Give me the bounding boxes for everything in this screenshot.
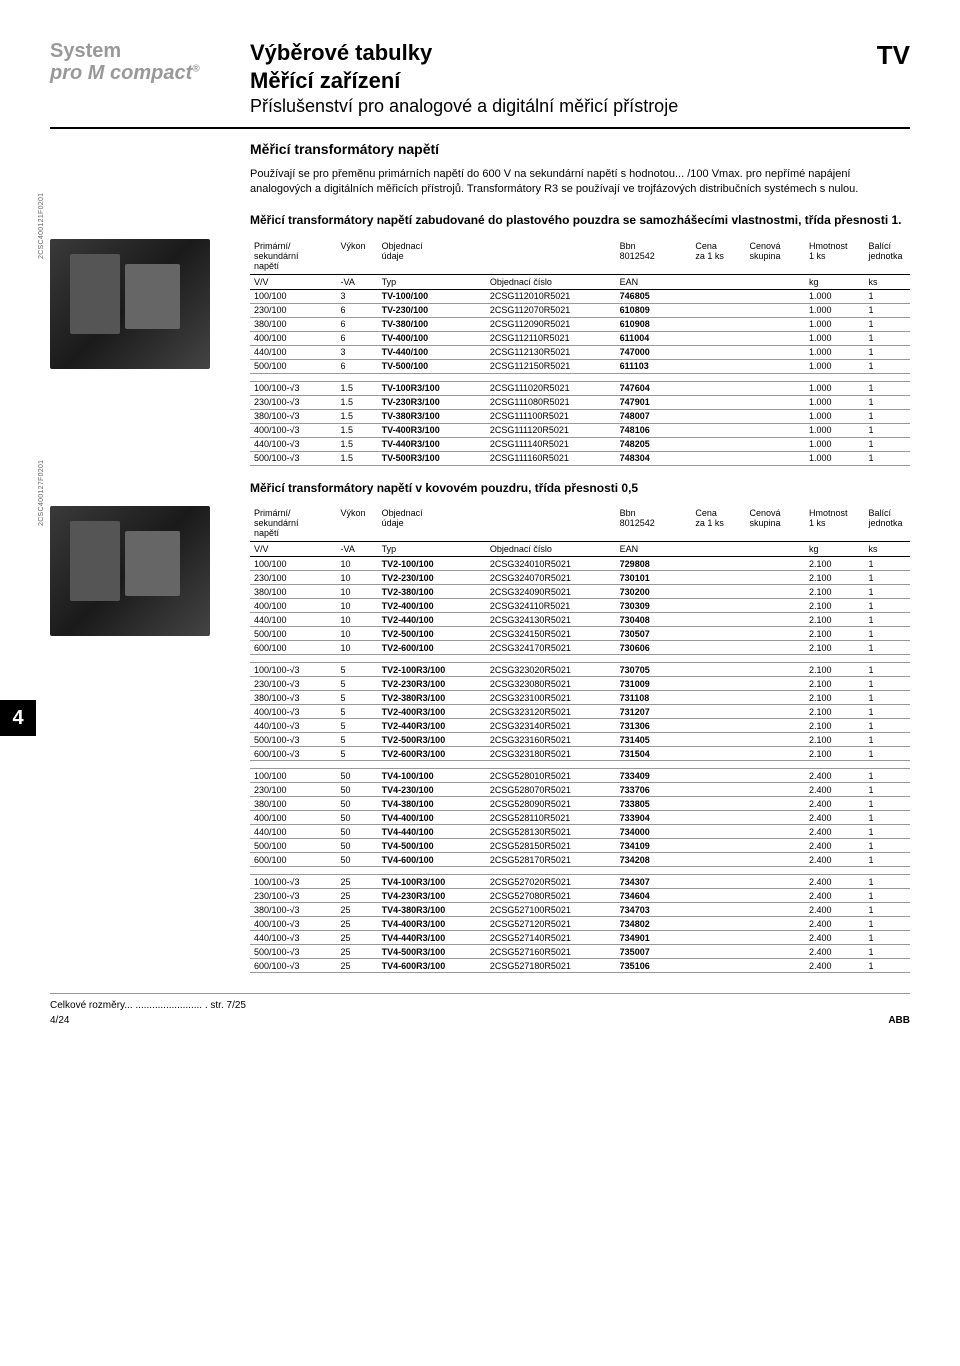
- page-footer: Celkové rozměry... .....................…: [50, 993, 910, 1011]
- title-3: Příslušenství pro analogové a digitální …: [250, 96, 877, 117]
- table-row: 100/10010TV2-100/1002CSG324010R502172980…: [250, 557, 910, 571]
- table-row: 100/100-√35TV2-100R3/1002CSG323020R50217…: [250, 663, 910, 677]
- title-2: Měřící zařízení: [250, 68, 877, 94]
- table-row: 600/10050TV4-600/1002CSG528170R502173420…: [250, 853, 910, 867]
- intro-section: Měřicí transformátory napětí Používají s…: [250, 141, 910, 229]
- table-2-units: V/V -VA Typ Objednací číslo EAN kg ks: [250, 542, 910, 557]
- table-1-head: Primární/sekundárnínapětí Výkon Objednac…: [250, 239, 910, 275]
- table-1-units: V/V -VA Typ Objednací číslo EAN kg ks: [250, 274, 910, 289]
- table-row: 500/100-√31.5TV-500R3/1002CSG111160R5021…: [250, 451, 910, 465]
- product-image-2: [50, 506, 210, 636]
- title-1: Výběrové tabulky: [250, 40, 877, 66]
- footer-dimensions: Celkové rozměry... .....................…: [50, 1000, 246, 1011]
- table1-title: Měřicí transformátory napětí zabudované …: [250, 212, 910, 229]
- section-title: Měřicí transformátory napětí: [250, 141, 910, 157]
- header-rule: [50, 127, 910, 129]
- table-row: 230/100-√325TV4-230R3/1002CSG527080R5021…: [250, 889, 910, 903]
- table-row: 100/100-√31.5TV-100R3/1002CSG111020R5021…: [250, 381, 910, 395]
- table-row: 440/100-√31.5TV-440R3/1002CSG111140R5021…: [250, 437, 910, 451]
- footer-page: 4/24: [50, 1015, 69, 1026]
- table2-block: 2CSC400127F0201 Primární/sekundárnínapět…: [50, 506, 910, 973]
- side-page-tab: 4: [0, 700, 36, 736]
- table-row: 500/10050TV4-500/1002CSG528150R502173410…: [250, 839, 910, 853]
- product-code: TV: [877, 40, 910, 71]
- table-row: 380/100-√31.5TV-380R3/1002CSG111100R5021…: [250, 409, 910, 423]
- table-row: 600/100-√35TV2-600R3/1002CSG323180R50217…: [250, 747, 910, 761]
- table-row: 500/100-√35TV2-500R3/1002CSG323160R50217…: [250, 733, 910, 747]
- table-row: 380/10010TV2-380/1002CSG324090R502173020…: [250, 585, 910, 599]
- image-1-label: 2CSC400121F0201: [38, 192, 45, 258]
- table-row: 500/1006TV-500/1002CSG112150R50216111031…: [250, 359, 910, 373]
- table-row: 600/100-√325TV4-600R3/1002CSG527180R5021…: [250, 959, 910, 973]
- page-header: System pro M compact® Výběrové tabulky M…: [50, 40, 910, 117]
- table-1: Primární/sekundárnínapětí Výkon Objednac…: [250, 239, 910, 466]
- brand-line2: pro M compact®: [50, 62, 250, 84]
- table1-block: 2CSC400121F0201 Primární/sekundárnínapět…: [50, 239, 910, 466]
- table-row: 400/100-√325TV4-400R3/1002CSG527120R5021…: [250, 917, 910, 931]
- table-row: 440/10010TV2-440/1002CSG324130R502173040…: [250, 613, 910, 627]
- table-row: 100/100-√325TV4-100R3/1002CSG527020R5021…: [250, 875, 910, 889]
- table-row: 230/10050TV4-230/1002CSG528070R502173370…: [250, 783, 910, 797]
- section-desc: Používají se pro přeměnu primárních napě…: [250, 167, 910, 198]
- footer-abb: ABB: [888, 1015, 910, 1026]
- table-row: 100/10050TV4-100/1002CSG528010R502173340…: [250, 769, 910, 783]
- table-row: 440/100-√35TV2-440R3/1002CSG323140R50217…: [250, 719, 910, 733]
- table-row: 380/10050TV4-380/1002CSG528090R502173380…: [250, 797, 910, 811]
- title-block: Výběrové tabulky Měřící zařízení Přísluš…: [250, 40, 877, 117]
- table-row: 440/1003TV-440/1002CSG112130R50217470001…: [250, 345, 910, 359]
- table-row: 500/10010TV2-500/1002CSG324150R502173050…: [250, 627, 910, 641]
- product-image-1-wrap: 2CSC400121F0201: [50, 239, 250, 369]
- table-row: 500/100-√325TV4-500R3/1002CSG527160R5021…: [250, 945, 910, 959]
- table-row: 440/10050TV4-440/1002CSG528130R502173400…: [250, 825, 910, 839]
- table-row: 440/100-√325TV4-440R3/1002CSG527140R5021…: [250, 931, 910, 945]
- table-row: 230/100-√31.5TV-230R3/1002CSG111080R5021…: [250, 395, 910, 409]
- table-row: 380/100-√325TV4-380R3/1002CSG527100R5021…: [250, 903, 910, 917]
- table-row: 230/1006TV-230/1002CSG112070R50216108091…: [250, 303, 910, 317]
- table-2-head: Primární/sekundárnínapětí Výkon Objednac…: [250, 506, 910, 542]
- product-image-2-wrap: 2CSC400127F0201: [50, 506, 250, 636]
- table-row: 400/10010TV2-400/1002CSG324110R502173030…: [250, 599, 910, 613]
- table-row: 230/100-√35TV2-230R3/1002CSG323080R50217…: [250, 677, 910, 691]
- table-2: Primární/sekundárnínapětí Výkon Objednac…: [250, 506, 910, 973]
- table-row: 400/1006TV-400/1002CSG112110R50216110041…: [250, 331, 910, 345]
- table-row: 380/1006TV-380/1002CSG112090R50216109081…: [250, 317, 910, 331]
- product-image-1: [50, 239, 210, 369]
- table2-title: Měřicí transformátory napětí v kovovém p…: [250, 480, 910, 497]
- image-2-label: 2CSC400127F0201: [38, 460, 45, 526]
- table-row: 600/10010TV2-600/1002CSG324170R502173060…: [250, 641, 910, 655]
- table-row: 380/100-√35TV2-380R3/1002CSG323100R50217…: [250, 691, 910, 705]
- brand-line1: System: [50, 40, 250, 62]
- table-row: 100/1003TV-100/1002CSG112010R50217468051…: [250, 289, 910, 303]
- table-row: 230/10010TV2-230/1002CSG324070R502173010…: [250, 571, 910, 585]
- table2-title-wrap: Měřicí transformátory napětí v kovovém p…: [250, 480, 910, 497]
- table-row: 400/100-√31.5TV-400R3/1002CSG111120R5021…: [250, 423, 910, 437]
- table-row: 400/100-√35TV2-400R3/1002CSG323120R50217…: [250, 705, 910, 719]
- brand-block: System pro M compact®: [50, 40, 250, 84]
- table-row: 400/10050TV4-400/1002CSG528110R502173390…: [250, 811, 910, 825]
